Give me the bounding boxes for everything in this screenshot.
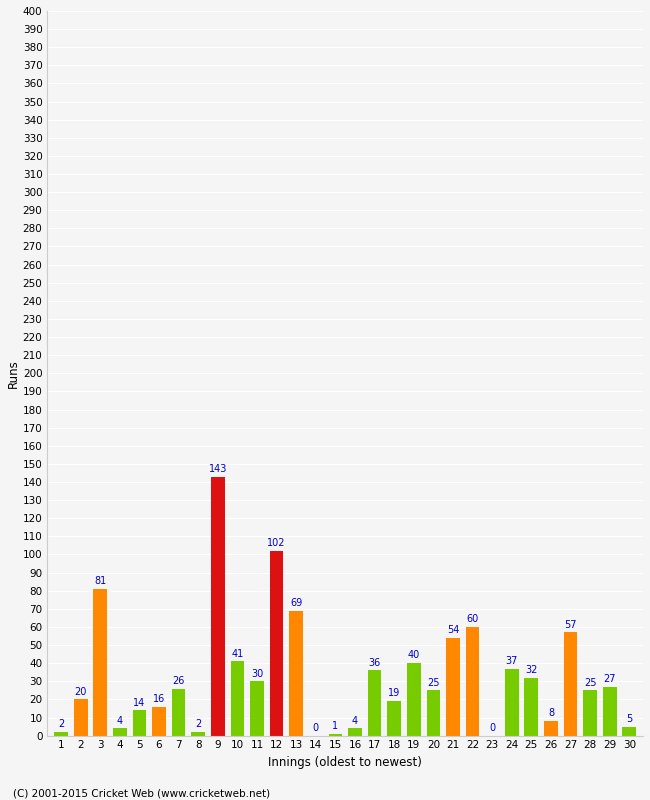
Bar [505, 669, 519, 736]
Bar [54, 732, 68, 736]
Bar [191, 732, 205, 736]
Text: 27: 27 [603, 674, 616, 684]
Bar [74, 699, 88, 736]
Text: 14: 14 [133, 698, 146, 707]
Bar [231, 662, 244, 736]
Y-axis label: Runs: Runs [7, 359, 20, 388]
Text: 69: 69 [290, 598, 302, 608]
Bar [368, 670, 382, 736]
Bar [211, 477, 225, 736]
Text: 40: 40 [408, 650, 420, 661]
Bar [525, 678, 538, 736]
Bar [407, 663, 421, 736]
Text: 25: 25 [584, 678, 597, 688]
Bar [544, 721, 558, 736]
Text: 19: 19 [388, 689, 400, 698]
Bar [152, 706, 166, 736]
Text: (C) 2001-2015 Cricket Web (www.cricketweb.net): (C) 2001-2015 Cricket Web (www.cricketwe… [13, 788, 270, 798]
Text: 60: 60 [467, 614, 478, 624]
Text: 8: 8 [548, 709, 554, 718]
Bar [172, 689, 185, 736]
Bar [270, 551, 283, 736]
Bar [348, 728, 362, 736]
Text: 2: 2 [195, 719, 202, 730]
Text: 25: 25 [427, 678, 439, 688]
Bar [113, 728, 127, 736]
Bar [94, 589, 107, 736]
Text: 26: 26 [172, 676, 185, 686]
Text: 0: 0 [313, 723, 319, 733]
Text: 16: 16 [153, 694, 165, 704]
Bar [583, 690, 597, 736]
Text: 1: 1 [332, 721, 339, 731]
Text: 41: 41 [231, 649, 244, 658]
Bar [465, 627, 480, 736]
Text: 4: 4 [352, 716, 358, 726]
Text: 81: 81 [94, 576, 107, 586]
Bar [289, 610, 303, 736]
Text: 143: 143 [209, 464, 227, 474]
Bar [133, 710, 146, 736]
Text: 30: 30 [251, 669, 263, 678]
Text: 2: 2 [58, 719, 64, 730]
Text: 32: 32 [525, 665, 538, 675]
Text: 37: 37 [506, 656, 518, 666]
Bar [250, 682, 264, 736]
Text: 57: 57 [564, 620, 577, 630]
Text: 5: 5 [626, 714, 632, 724]
Bar [426, 690, 440, 736]
Text: 102: 102 [267, 538, 286, 548]
Text: 20: 20 [75, 686, 87, 697]
Bar [603, 686, 617, 736]
X-axis label: Innings (oldest to newest): Innings (oldest to newest) [268, 756, 422, 769]
Text: 36: 36 [369, 658, 381, 668]
Text: 4: 4 [117, 716, 123, 726]
Bar [387, 702, 401, 736]
Bar [623, 726, 636, 736]
Bar [564, 632, 577, 736]
Text: 0: 0 [489, 723, 495, 733]
Bar [328, 734, 343, 736]
Text: 54: 54 [447, 625, 459, 635]
Bar [446, 638, 460, 736]
